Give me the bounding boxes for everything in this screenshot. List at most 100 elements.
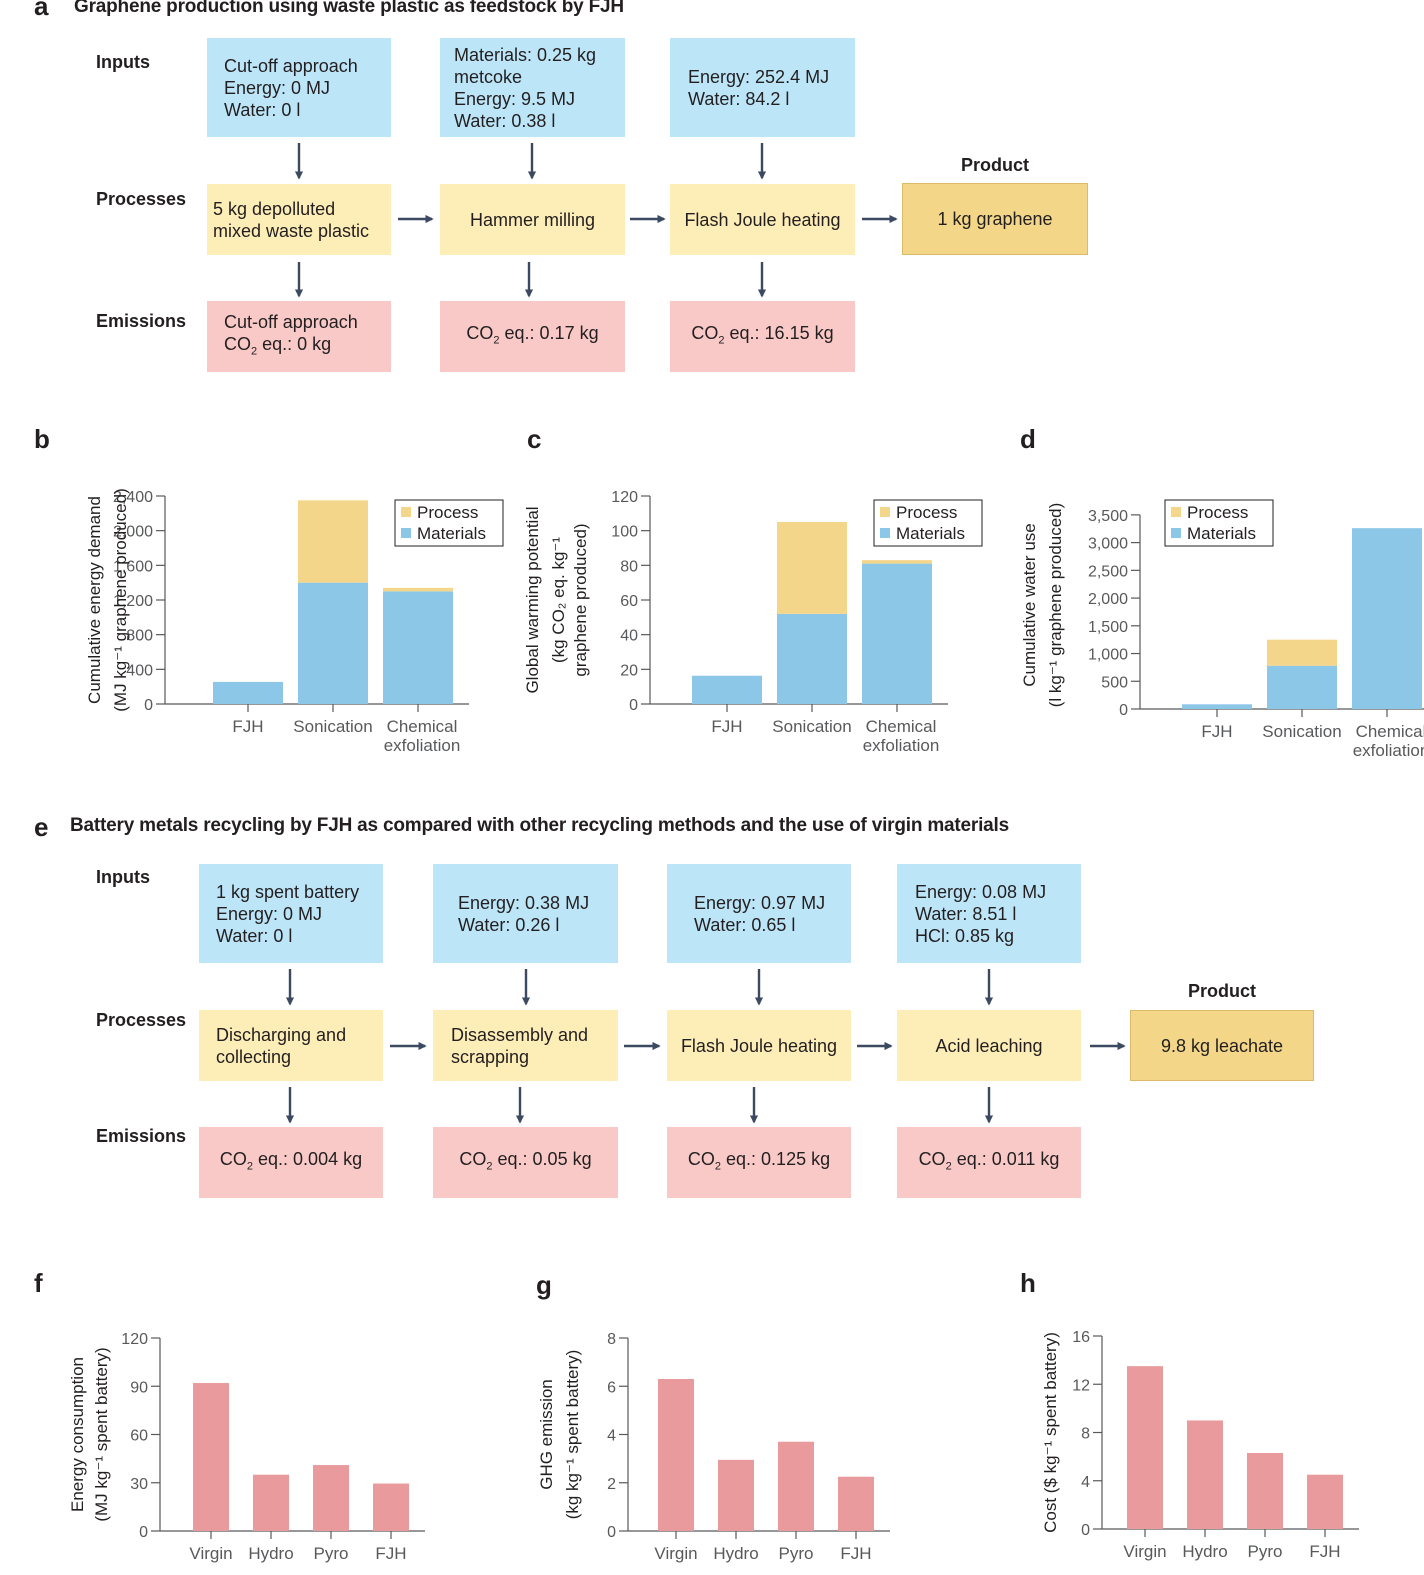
bar-materials-chemical bbox=[862, 563, 932, 704]
y-tick-label: 0 bbox=[139, 1524, 148, 1541]
legend-swatch-process bbox=[880, 507, 890, 517]
panel-a-row-inputs: Inputs bbox=[96, 52, 150, 72]
bar-materials-fjh bbox=[213, 681, 283, 704]
x-tick-label: Sonication bbox=[293, 717, 372, 736]
y-tick-label: 90 bbox=[130, 1379, 148, 1396]
x-tick-label: Hydro bbox=[1182, 1542, 1227, 1561]
legend-box bbox=[873, 499, 983, 547]
co2-value: eq.: 0.004 kg bbox=[253, 1148, 363, 1169]
y-tick-label: 60 bbox=[130, 1428, 148, 1445]
y-axis-label: graphene produced) bbox=[571, 523, 590, 676]
x-tick-label: FJH bbox=[375, 1544, 406, 1563]
y-tick-label: 4 bbox=[1081, 1474, 1090, 1491]
panel-a-input-3-line-2: Water: 84.2 l bbox=[688, 88, 790, 109]
y-tick-label: 12 bbox=[1072, 1377, 1090, 1394]
bar-cost-fjh bbox=[1307, 1474, 1343, 1529]
bar-ghg-emission-hydro bbox=[718, 1459, 754, 1531]
y-tick-label: 2,000 bbox=[113, 524, 153, 541]
panel-a-row-emissions: Emissions bbox=[96, 311, 187, 331]
panel-d-label: d bbox=[1020, 424, 1036, 454]
panel-a-product-label: Product bbox=[960, 155, 1029, 175]
panel-a-input-2: Materials: 0.25 kg metcoke Energy: 9.5 M… bbox=[440, 38, 625, 137]
co2-text: CO bbox=[459, 1148, 487, 1169]
y-axis-label: Global warming potential bbox=[523, 506, 542, 693]
panel-a-input-2-line-3: Energy: 9.5 MJ bbox=[454, 88, 576, 109]
bar-process-chemical bbox=[862, 560, 932, 564]
panel-a-emission-3-line-1: CO2 eq.: 16.15 kg bbox=[691, 322, 833, 352]
panel-a-process-3-line-1: Flash Joule heating bbox=[684, 209, 841, 230]
panel-e-emission-1: CO2 eq.: 0.004 kg bbox=[199, 1127, 383, 1198]
panel-a-product-text: 1 kg graphene bbox=[937, 209, 1053, 229]
y-tick-label: 2,500 bbox=[1088, 563, 1128, 580]
co2-value: eq.: 0.17 kg bbox=[499, 322, 599, 343]
y-tick-label: 20 bbox=[620, 662, 638, 679]
panel-f-label: f bbox=[34, 1268, 43, 1298]
bar-materials-sonication bbox=[777, 613, 847, 704]
co2-text: CO bbox=[691, 322, 719, 343]
panel-e-product-text: 9.8 kg leachate bbox=[1160, 1035, 1284, 1056]
panel-e-emission-2-line-1: CO2 eq.: 0.05 kg bbox=[459, 1148, 591, 1178]
y-axis-label: (l kg⁻¹ graphene produced) bbox=[1046, 503, 1065, 708]
co2-subscript: 2 bbox=[246, 1160, 254, 1173]
bar-process-sonication bbox=[298, 500, 368, 583]
legend-box bbox=[1164, 499, 1274, 547]
bar-cost-pyro bbox=[1247, 1453, 1283, 1529]
panel-a-input-1-line-2: Energy: 0 MJ bbox=[224, 77, 331, 98]
chart-f: 0 30 60 90 120 Virgin Hydro Pyro FJH Energy consu… bbox=[68, 1331, 425, 1563]
legend-label-materials: Materials bbox=[896, 524, 965, 543]
y-tick-label: 0 bbox=[144, 697, 153, 714]
chart-d: 0 500 1,000 1,500 2,000 2,500 3,000 3,500 FJH Son… bbox=[1020, 499, 1424, 760]
x-tick-label: Pyro bbox=[779, 1544, 814, 1563]
panel-e-input-2-line-1: Energy: 0.38 MJ bbox=[458, 892, 590, 913]
x-tick-label: exfoliation bbox=[863, 736, 940, 755]
y-tick-label: 1,600 bbox=[113, 558, 153, 575]
panel-a-row-processes: Processes bbox=[96, 189, 187, 209]
bar-process-sonication bbox=[1267, 639, 1337, 666]
panel-a-label: a bbox=[34, 0, 49, 21]
panel-e-input-3: Energy: 0.97 MJ Water: 0.65 l bbox=[667, 864, 851, 963]
panel-a-input-2-line-4: Water: 0.38 l bbox=[454, 110, 556, 131]
x-tick-label: Sonication bbox=[772, 717, 851, 736]
panel-a-emission-1: Cut-off approach CO2 eq.: 0 kg bbox=[207, 301, 391, 372]
y-tick-label: 0 bbox=[607, 1524, 616, 1541]
co2-text: CO bbox=[687, 1148, 715, 1169]
co2-text: CO bbox=[219, 1148, 247, 1169]
y-tick-label: 3,000 bbox=[1088, 536, 1128, 553]
panel-a-process-1-line-2: mixed waste plastic bbox=[213, 220, 370, 241]
panel-e-arrows bbox=[285, 969, 1126, 1124]
panel-e-emission-3: CO2 eq.: 0.125 kg bbox=[667, 1127, 851, 1198]
bar-materials-sonication bbox=[1267, 665, 1337, 709]
co2-text: CO bbox=[224, 333, 251, 354]
legend-box bbox=[394, 499, 504, 547]
chart-b: 0 400 800 1,200 1,600 2,000 2,400 FJH Sonication… bbox=[85, 488, 504, 755]
x-tick-label: Pyro bbox=[314, 1544, 349, 1563]
bar-materials-sonication bbox=[298, 582, 368, 704]
panel-e-process-1-line-2: collecting bbox=[216, 1046, 292, 1067]
panel-e-input-3-line-2: Water: 0.65 l bbox=[694, 914, 796, 935]
panel-a-process-1: 5 kg depolluted mixed waste plastic bbox=[207, 184, 391, 255]
panel-e-process-4-line-1: Acid leaching bbox=[935, 1035, 1043, 1056]
panel-e-input-4-line-3: HCl: 0.85 kg bbox=[915, 925, 1015, 946]
y-axis-label: (kg kg⁻¹ spent battery) bbox=[563, 1350, 582, 1520]
legend-label-materials: Materials bbox=[1187, 524, 1256, 543]
x-tick-label: Hydro bbox=[713, 1544, 758, 1563]
x-tick-label: FJH bbox=[711, 717, 742, 736]
y-tick-label: 2,000 bbox=[1088, 591, 1128, 608]
y-tick-label: 0 bbox=[629, 697, 638, 714]
legend-swatch-process bbox=[401, 507, 411, 517]
panel-a-emission-3: CO2 eq.: 16.15 kg bbox=[670, 301, 855, 372]
panel-e-process-4: Acid leaching bbox=[897, 1010, 1081, 1081]
y-tick-label: 1,200 bbox=[113, 593, 153, 610]
panel-a-input-1-line-3: Water: 0 l bbox=[224, 99, 301, 120]
panel-e-input-2: Energy: 0.38 MJ Water: 0.26 l bbox=[433, 864, 618, 963]
y-axis-label: Cumulative energy demand bbox=[85, 496, 104, 704]
chart-h: 0 4 8 12 16 Virgin Hydro Pyro FJH Cost ($ kg⁻¹ sp… bbox=[1041, 1329, 1359, 1561]
y-tick-label: 8 bbox=[607, 1331, 616, 1348]
y-axis-label: GHG emission bbox=[537, 1379, 556, 1490]
panel-a-emission-1-line-2: CO2 eq.: 0 kg bbox=[224, 333, 377, 363]
panel-c-label: c bbox=[527, 424, 542, 454]
legend-swatch-materials bbox=[401, 528, 411, 538]
panel-a-input-2-line-1: Materials: 0.25 kg bbox=[454, 44, 597, 65]
bar-cost-hydro bbox=[1187, 1420, 1223, 1529]
panel-e-process-3: Flash Joule heating bbox=[667, 1010, 851, 1081]
